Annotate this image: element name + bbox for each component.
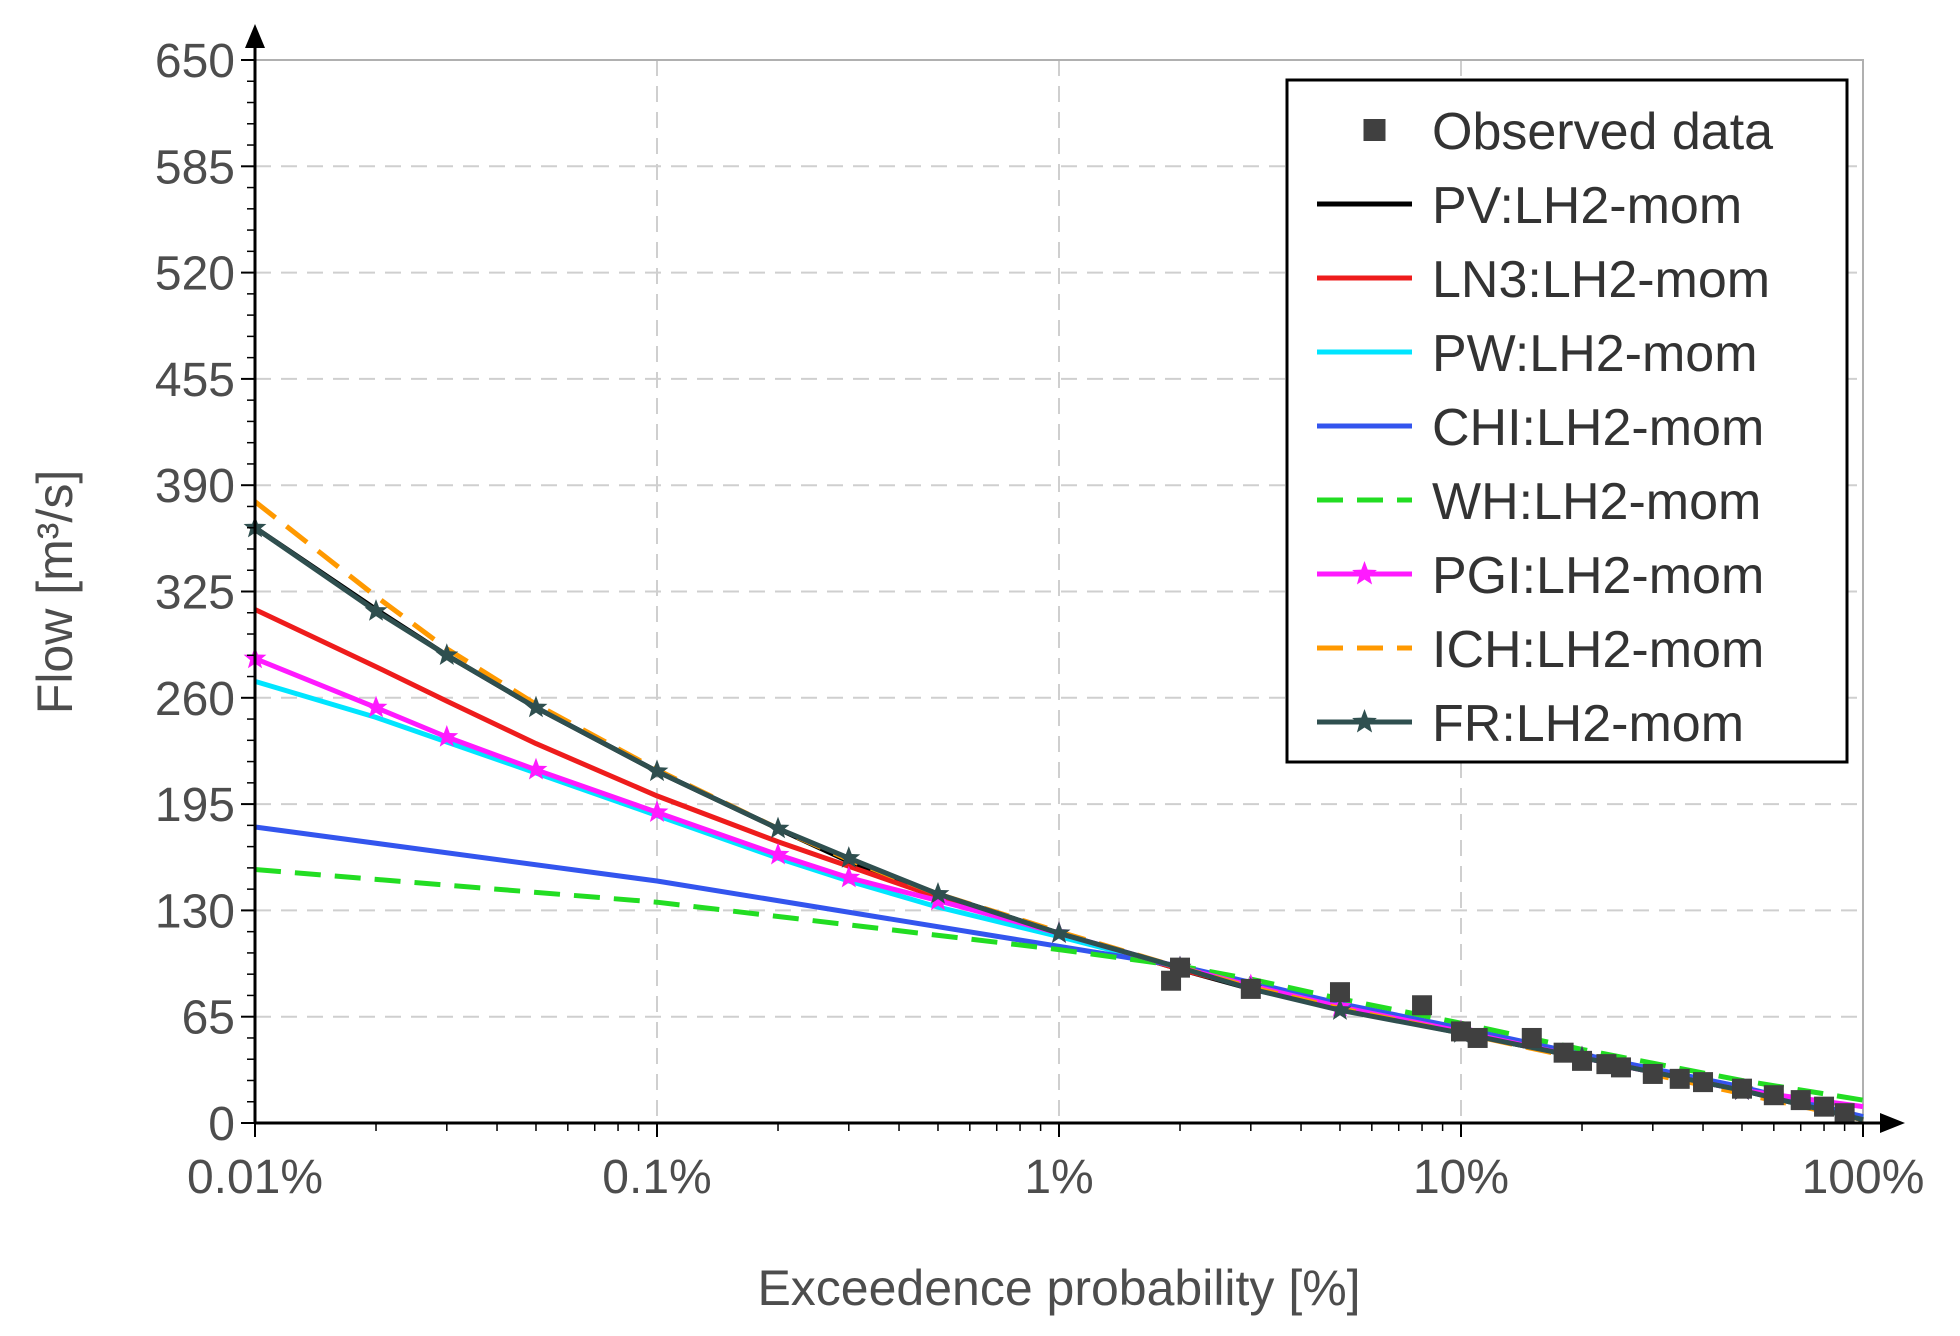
observed-point (1669, 1068, 1690, 1089)
legend-label: PV:LH2-mom (1432, 177, 1742, 235)
y-tick-label: 325 (155, 567, 235, 620)
observed-point (1170, 957, 1191, 978)
legend-label: PW:LH2-mom (1432, 325, 1758, 383)
fr-lh2-mom-point (524, 695, 548, 718)
legend-marker-pgi-lh2-mom (1352, 561, 1377, 585)
pgi-lh2-mom-point (837, 865, 861, 888)
y-tick-label: 130 (155, 885, 235, 938)
legend-swatch-observed (1363, 119, 1386, 141)
y-tick-label: 585 (155, 141, 235, 194)
pgi-lh2-mom-point (766, 842, 790, 865)
x-tick-label: 10% (1413, 1151, 1509, 1204)
series-layer (243, 499, 1864, 1124)
observed-point (1553, 1042, 1574, 1063)
x-tick-label: 0.01% (187, 1151, 323, 1204)
y-tick-label: 650 (155, 35, 235, 88)
fr-lh2-mom-point (435, 643, 459, 665)
observed-point (1412, 995, 1433, 1016)
fr-lh2-mom-line (253, 525, 1864, 1123)
observed-point (1834, 1103, 1855, 1124)
fr-lh2-mom-point (1047, 921, 1071, 943)
y-tick-label: 455 (155, 354, 235, 407)
fr-lh2-mom-point (766, 816, 790, 839)
legend: Observed data PV:LH2-mom LN3:LH2-mom PW:LH2… (1285, 78, 1849, 764)
observed-point (1731, 1078, 1752, 1099)
legend-label: FR:LH2-mom (1432, 695, 1744, 753)
y-tick-label: 65 (182, 992, 235, 1045)
y-tick-label: 260 (155, 673, 235, 726)
observed-point (1572, 1050, 1593, 1071)
pgi-lh2-mom-point (524, 757, 548, 780)
observed-point (1240, 978, 1261, 999)
legend-label: PGI:LH2-mom (1432, 547, 1764, 605)
y-tick-label: 520 (155, 248, 235, 301)
legend-label: LN3:LH2-mom (1432, 251, 1770, 309)
x-tick-label: 1% (1024, 1151, 1093, 1204)
observed-point (1467, 1027, 1488, 1048)
x-axis-arrow (1880, 1113, 1905, 1133)
observed-point (1329, 982, 1350, 1003)
y-tick-label: 0 (208, 1098, 235, 1151)
legend-marker-fr-lh2-mom (1352, 709, 1377, 733)
observed-point (1642, 1063, 1663, 1084)
fr-lh2-mom-point (364, 599, 388, 621)
observed-point (1610, 1057, 1631, 1078)
fr-lh2-mom-point (645, 759, 669, 782)
legend-label: CHI:LH2-mom (1432, 399, 1764, 457)
fr-lh2-mom-point (837, 846, 861, 868)
observed-point (1763, 1085, 1784, 1106)
pgi-lh2-mom-point (645, 800, 669, 822)
y-axis-arrow (245, 24, 265, 48)
pgi-lh2-mom-point (435, 725, 459, 747)
observed-point (1814, 1096, 1835, 1117)
x-axis-title: Exceedence probability [%] (757, 1260, 1360, 1316)
observed-point (1521, 1027, 1542, 1048)
axes (245, 24, 1905, 1133)
y-axis-title: Flow [m³/s] (27, 470, 83, 714)
ticks: 0 65 130 195 260 325 390 455 520 585 650 0.01% 0.1% 1… (155, 35, 1924, 1204)
x-tick-label: 100% (1802, 1151, 1925, 1204)
observed-point (1790, 1090, 1811, 1111)
observed-point (1693, 1072, 1714, 1093)
x-tick-label: 0.1% (602, 1151, 711, 1204)
fr-lh2-mom-point (926, 882, 950, 904)
legend-label: Observed data (1432, 103, 1773, 161)
legend-label: ICH:LH2-mom (1432, 621, 1764, 679)
legend-label: WH:LH2-mom (1432, 473, 1761, 531)
pgi-lh2-mom-point (364, 695, 388, 718)
pgi-lh2-mom-point (926, 888, 950, 911)
y-tick-label: 195 (155, 779, 235, 832)
fr-lh2-mom-point (1328, 998, 1352, 1020)
observed-point (1451, 1021, 1471, 1042)
y-tick-label: 390 (155, 460, 235, 513)
